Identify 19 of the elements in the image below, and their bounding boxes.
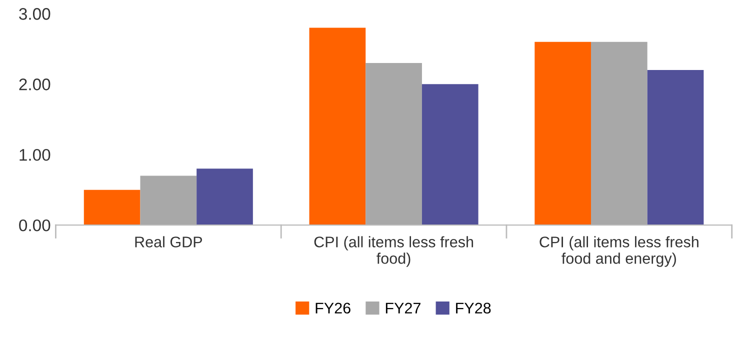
y-tick-label: 1.00 bbox=[20, 148, 50, 161]
y-tick-label: 2.00 bbox=[19, 78, 50, 90]
legend-label: FY26 bbox=[316, 302, 350, 314]
x-tick-label: Real GDP bbox=[135, 236, 202, 248]
x-tick-label: CPI (all items less fresh food and energy) bbox=[540, 236, 698, 267]
bar bbox=[84, 190, 140, 226]
bar bbox=[422, 84, 478, 226]
bar bbox=[647, 70, 704, 226]
bar bbox=[196, 168, 253, 226]
bar bbox=[590, 42, 648, 226]
legend-label: FY28 bbox=[456, 302, 491, 314]
bar bbox=[534, 42, 591, 226]
y-tick-label: 3.00 bbox=[19, 8, 50, 20]
bar bbox=[140, 176, 197, 226]
bar bbox=[366, 62, 422, 226]
y-tick-label: 0.00 bbox=[19, 219, 50, 232]
bar bbox=[309, 28, 366, 226]
x-tick-label: CPI (all items less fresh food) bbox=[314, 236, 474, 267]
legend-label: FY27 bbox=[386, 302, 420, 314]
